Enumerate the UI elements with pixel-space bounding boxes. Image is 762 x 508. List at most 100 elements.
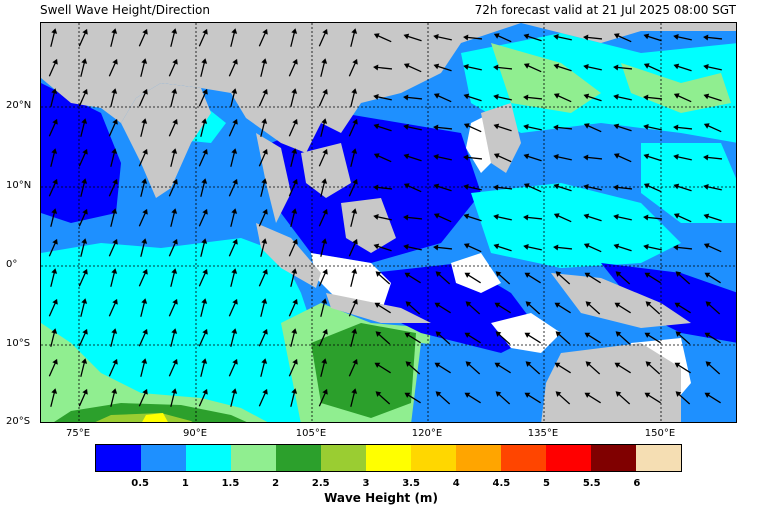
swell-arrow	[675, 391, 691, 405]
swell-arrow	[350, 28, 358, 47]
swell-arrow	[110, 328, 118, 347]
swell-arrow	[673, 63, 692, 72]
swell-zone-2-5m-south	[311, 323, 416, 418]
swell-arrow	[493, 243, 512, 252]
swell-arrow	[78, 208, 88, 227]
swell-arrow	[463, 123, 482, 133]
swell-arrow	[703, 154, 723, 161]
swell-arrow	[493, 94, 512, 101]
swell-arrow	[613, 243, 632, 252]
swell-arrow	[168, 238, 178, 257]
swell-arrow	[585, 361, 601, 375]
swell-arrow	[465, 301, 481, 315]
swell-arrow	[290, 28, 298, 47]
swell-arrow	[138, 88, 148, 107]
swell-arrow	[228, 178, 238, 197]
swell-arrow	[258, 88, 268, 107]
colorbar-segment	[96, 445, 141, 471]
swell-arrow	[230, 268, 238, 287]
swell-arrow	[493, 33, 512, 43]
swell-arrow	[110, 208, 118, 227]
swell-arrow	[583, 123, 602, 133]
swell-arrow	[80, 118, 88, 137]
swell-arrow	[320, 118, 328, 137]
swell-arrow	[228, 118, 238, 137]
swell-arrow	[583, 184, 602, 191]
swell-arrow	[348, 238, 358, 257]
swell-arrow	[673, 34, 692, 41]
swell-arrow	[50, 208, 58, 227]
wave-map	[40, 22, 737, 423]
swell-arrow	[138, 28, 148, 47]
swell-arrow	[463, 34, 483, 41]
swell-arrow	[463, 243, 482, 253]
swell-arrow	[320, 58, 328, 77]
swell-arrow	[463, 184, 482, 191]
swell-arrow	[230, 328, 238, 347]
swell-arrow	[643, 63, 662, 73]
swell-arrow	[228, 238, 238, 257]
swell-arrow	[433, 34, 452, 41]
colorbar-tick-label: 3	[362, 478, 370, 489]
swell-arrow	[108, 298, 118, 317]
colorbar-segment	[321, 445, 366, 471]
swell-arrow	[110, 148, 118, 167]
swell-arrow	[200, 358, 208, 377]
swell-arrow	[403, 153, 422, 162]
swell-arrow	[348, 178, 358, 197]
swell-arrow	[288, 58, 298, 77]
swell-arrow	[433, 154, 452, 161]
swell-arrow	[433, 93, 452, 103]
swell-arrow	[523, 183, 542, 193]
colorbar-segment	[636, 445, 681, 471]
swell-arrow	[230, 388, 238, 407]
swell-arrow	[525, 301, 541, 315]
swell-arrow	[703, 213, 722, 222]
swell-arrow	[110, 88, 118, 107]
colorbar-tick-label: 5	[543, 478, 551, 489]
swell-arrow	[673, 213, 692, 223]
swell-arrow	[200, 178, 208, 197]
swell-arrow	[704, 272, 721, 284]
swell-arrow	[170, 268, 178, 287]
swell-arrow	[584, 272, 601, 284]
swell-arrow	[110, 388, 118, 407]
swell-arrow	[170, 328, 178, 347]
swell-arrow	[403, 183, 422, 193]
swell-arrow	[350, 268, 358, 287]
land-indochina	[301, 143, 351, 198]
swell-arrow	[613, 153, 632, 163]
swell-arrow	[48, 238, 58, 257]
swell-arrow	[673, 183, 692, 192]
swell-arrow	[200, 298, 208, 317]
swell-zone-2m-pacific	[491, 43, 601, 113]
swell-arrow	[198, 388, 208, 407]
swell-arrow	[613, 64, 633, 71]
colorbar-tick-label: 6	[633, 478, 641, 489]
swell-arrow	[108, 58, 118, 77]
swell-arrow	[350, 208, 358, 227]
swell-arrow	[290, 208, 298, 227]
swell-arrow	[554, 362, 571, 374]
swell-arrow	[230, 88, 238, 107]
swell-arrow	[403, 244, 422, 251]
map-title: Swell Wave Height/Direction	[40, 3, 210, 17]
swell-arrow	[404, 392, 421, 404]
colorbar-tick-label: 1	[181, 478, 189, 489]
lon-label-135e: 135°E	[527, 428, 559, 439]
land-philippines	[481, 103, 521, 173]
swell-arrow	[463, 93, 482, 102]
swell-arrow	[583, 154, 603, 161]
swell-arrow	[403, 94, 423, 101]
swell-zone-1-5m-east	[641, 143, 736, 223]
swell-arrow	[80, 58, 88, 77]
lon-label-105e: 105°E	[295, 428, 327, 439]
swell-arrow	[288, 178, 298, 197]
swell-arrow	[703, 123, 722, 133]
lat-label-0: 0°	[6, 259, 18, 270]
swell-arrow	[643, 94, 663, 101]
swell-arrow	[373, 64, 393, 71]
swell-arrow	[260, 238, 268, 257]
swell-arrow	[464, 332, 481, 344]
swell-arrow	[583, 64, 602, 71]
